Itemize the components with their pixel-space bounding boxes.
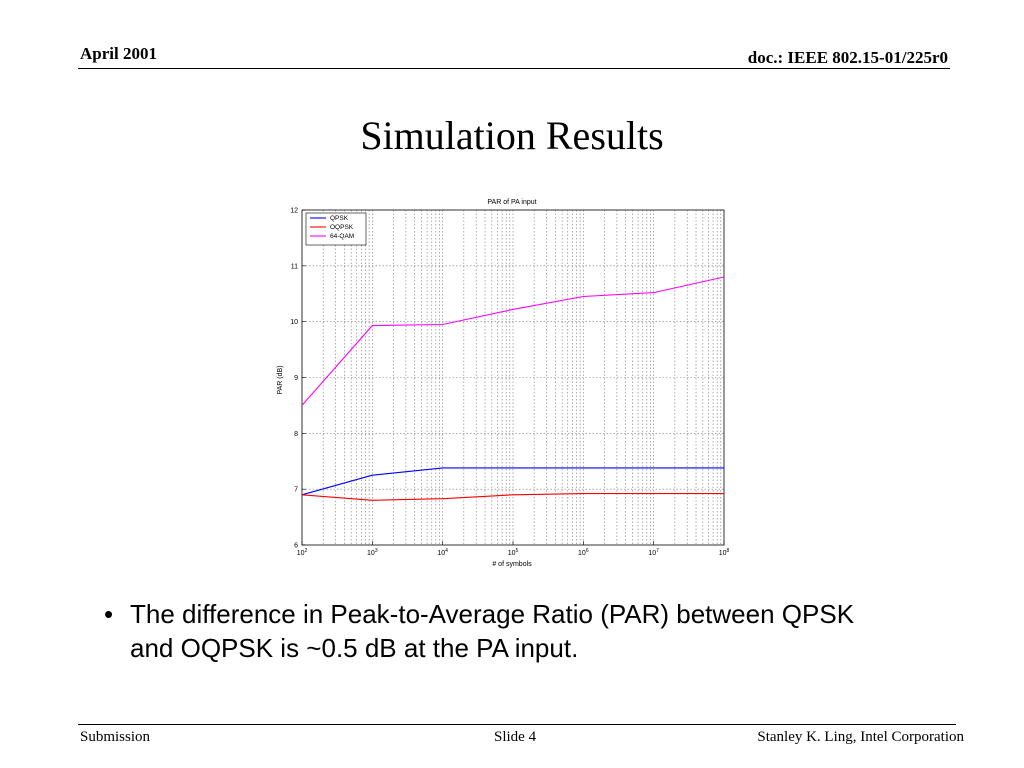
footer-author: Stanley K. Ling, Intel Corporation <box>757 729 964 745</box>
series-line-oqpsk <box>301 493 724 501</box>
chart-title: PAR of PA input <box>487 199 536 206</box>
y-axis-label: PAR (dB) <box>277 365 284 394</box>
y-tick-label: 12 <box>290 208 298 215</box>
y-tick-label: 7 <box>294 487 298 494</box>
header-divider <box>78 68 950 69</box>
legend-entry: OQPSK <box>330 224 354 231</box>
par-chart: 6 7 8 9 10 11 12 102 103 104 105 106 107 108 QPSK OQPS… <box>277 199 730 568</box>
series-line-64qam <box>301 276 725 406</box>
header-date: April 2001 <box>80 44 157 63</box>
x-axis-label: # of symbols <box>492 561 532 568</box>
axis-layer: 6 7 8 9 10 11 12 102 103 104 105 106 107 108 <box>290 208 729 558</box>
grid-layer <box>302 210 724 545</box>
footer-submission: Submission <box>80 729 151 745</box>
x-tick-label: 107 <box>648 548 659 557</box>
series-layer <box>301 276 725 501</box>
bullet-item: • The difference in Peak-to-Average Rati… <box>104 598 864 666</box>
bullet-text: The difference in Peak-to-Average Ratio … <box>130 599 855 663</box>
x-tick-label: 103 <box>367 548 378 557</box>
x-tick-label: 104 <box>437 548 448 557</box>
header-doc-id: doc.: IEEE 802.15-01/225r0 <box>747 48 948 67</box>
y-tick-label: 11 <box>291 263 298 270</box>
slide-title: Simulation Results <box>360 113 664 158</box>
chart-container: 6 7 8 9 10 11 12 102 103 104 105 106 107 108 QPSK OQPS… <box>270 190 740 570</box>
footer-divider <box>78 724 956 725</box>
legend: QPSK OQPSK 64-QAM <box>305 212 367 246</box>
y-tick-label: 8 <box>294 431 298 438</box>
series-line-qpsk <box>301 467 724 496</box>
y-tick-label: 9 <box>294 375 298 382</box>
footer-slide-number: Slide 4 <box>494 729 537 745</box>
x-tick-label: 102 <box>297 548 308 557</box>
y-tick-label: 6 <box>294 543 298 550</box>
y-tick-label: 10 <box>290 319 298 326</box>
x-tick-label: 108 <box>719 548 730 557</box>
bullet-marker: • <box>104 599 114 629</box>
x-tick-label: 106 <box>578 548 589 557</box>
legend-entry: 64-QAM <box>330 233 354 240</box>
x-tick-label: 105 <box>508 548 519 557</box>
bullet-list: • The difference in Peak-to-Average Rati… <box>104 598 864 666</box>
legend-entry: QPSK <box>330 215 349 222</box>
